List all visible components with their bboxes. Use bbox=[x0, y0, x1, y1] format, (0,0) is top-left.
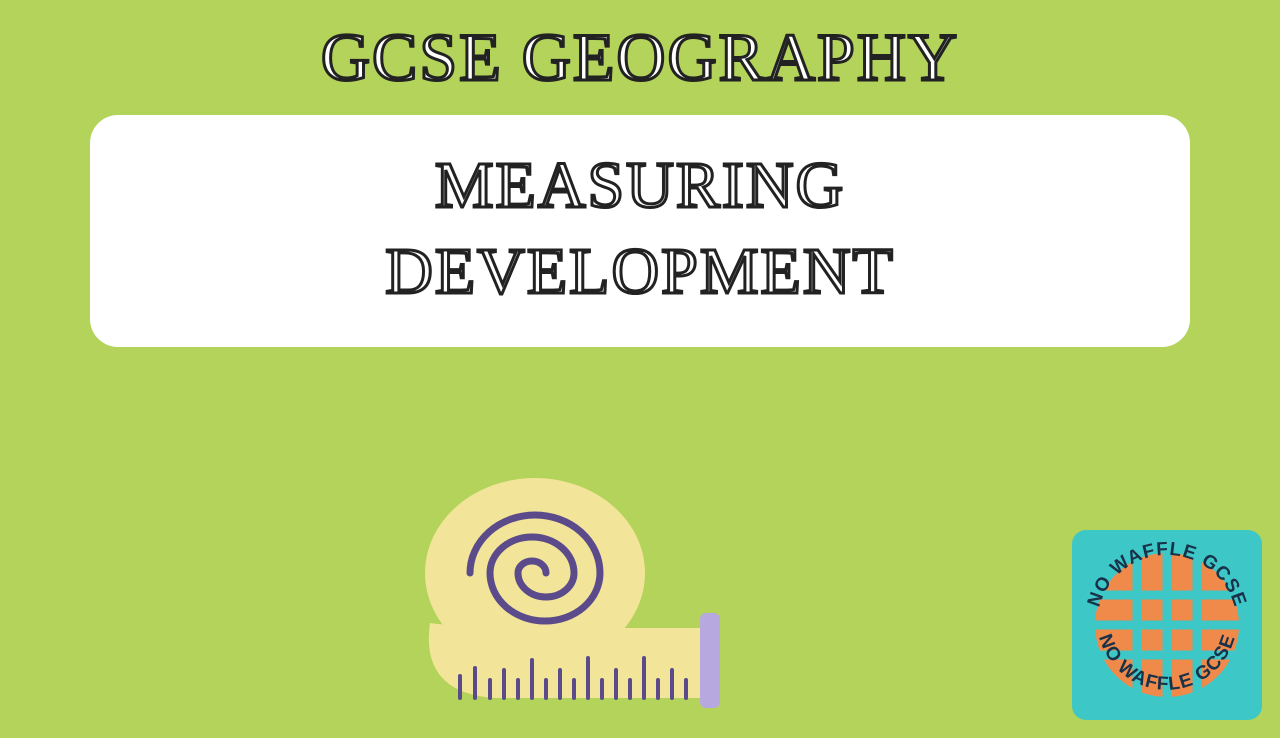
tape-measure-icon bbox=[400, 458, 740, 718]
subtitle-card: MEASURING DEVELOPMENT bbox=[90, 115, 1190, 347]
subtitle-line-2: DEVELOPMENT bbox=[110, 229, 1170, 315]
brand-logo: NO WAFFLE GCSE NO WAFFLE GCSE bbox=[1072, 530, 1262, 720]
page-title: GCSE GEOGRAPHY bbox=[0, 18, 1280, 97]
subtitle-line-1: MEASURING bbox=[110, 143, 1170, 229]
